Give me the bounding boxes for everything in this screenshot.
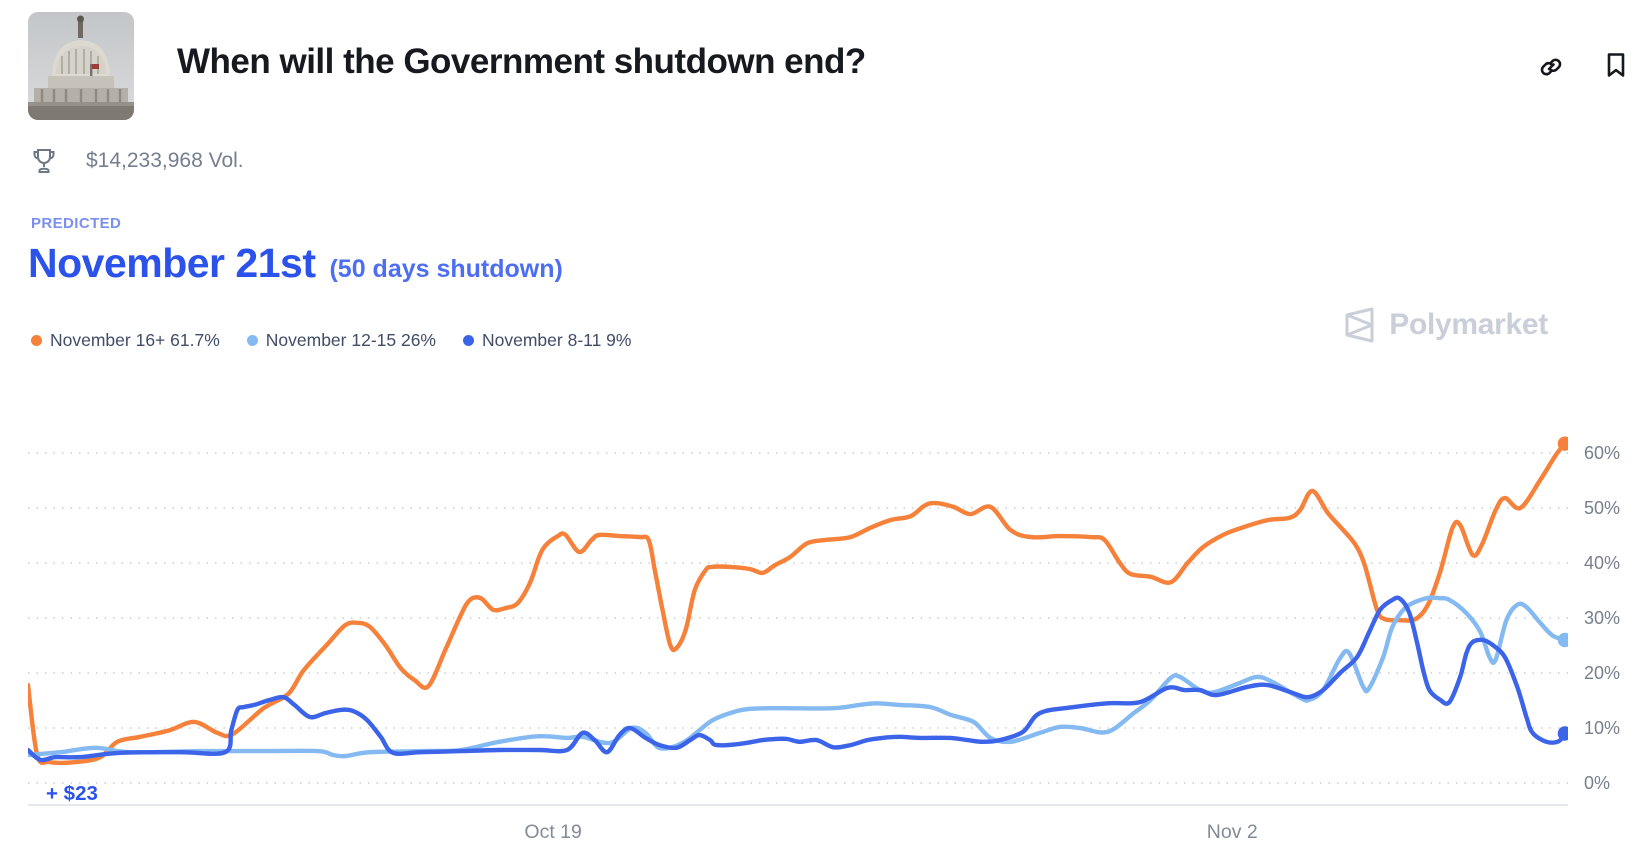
profit-annotation: + $23 bbox=[46, 782, 98, 805]
market-avatar bbox=[28, 12, 134, 120]
series-end-dot-1 bbox=[1557, 436, 1568, 451]
legend-label: November 16+ 61.7% bbox=[50, 330, 220, 350]
predicted-label: PREDICTED bbox=[31, 215, 122, 232]
series-line-3 bbox=[28, 595, 1568, 763]
legend-dot bbox=[463, 335, 474, 346]
x-tick-label: Oct 19 bbox=[524, 821, 582, 843]
legend-label: November 12-15 26% bbox=[265, 330, 436, 350]
polymarket-logo-icon bbox=[1345, 307, 1374, 343]
bookmark-button[interactable] bbox=[1601, 50, 1631, 80]
bookmark-icon bbox=[1607, 53, 1625, 77]
capitol-building-image bbox=[28, 12, 134, 120]
y-tick-label: 20% bbox=[1584, 663, 1621, 683]
y-tick-label: 30% bbox=[1584, 608, 1621, 628]
predicted-row: November 21st (50 days shutdown) bbox=[28, 240, 563, 287]
polymarket-watermark: Polymarket bbox=[1339, 305, 1548, 345]
x-tick-label: Nov 2 bbox=[1206, 821, 1258, 843]
legend-dot bbox=[31, 335, 42, 346]
legend-dot bbox=[246, 335, 258, 346]
series-end-dot-2 bbox=[1557, 632, 1568, 648]
predicted-outcome: November 21st bbox=[28, 240, 316, 286]
y-tick-label: 40% bbox=[1584, 553, 1621, 573]
price-chart[interactable] bbox=[28, 383, 1568, 807]
link-icon bbox=[1540, 58, 1562, 76]
predicted-suffix: (50 days shutdown) bbox=[329, 255, 563, 283]
copy-link-button[interactable] bbox=[1536, 52, 1566, 82]
trophy-icon bbox=[33, 149, 55, 173]
y-tick-label: 0% bbox=[1584, 773, 1611, 793]
page-title: When will the Government shutdown end? bbox=[177, 42, 866, 81]
series-end-dot-3 bbox=[1557, 726, 1568, 741]
volume-value: $14,233,968 Vol. bbox=[86, 149, 244, 172]
series-line-1 bbox=[28, 441, 1568, 766]
legend-item-1[interactable]: November 16+ 61.7% bbox=[31, 330, 220, 351]
y-tick-label: 10% bbox=[1584, 718, 1621, 738]
y-tick-label: 60% bbox=[1584, 443, 1621, 463]
legend-item-3[interactable]: November 8-11 9% bbox=[463, 330, 631, 351]
volume-row: $14,233,968 Vol. bbox=[32, 148, 244, 174]
series-line-2 bbox=[28, 595, 1568, 759]
y-tick-label: 50% bbox=[1584, 498, 1621, 518]
legend-label: November 8-11 9% bbox=[482, 330, 632, 350]
polymarket-wordmark: Polymarket bbox=[1389, 308, 1548, 341]
chart-legend: November 16+ 61.7% November 12-15 26% Nove… bbox=[31, 330, 631, 351]
legend-item-2[interactable]: November 12-15 26% bbox=[246, 330, 436, 351]
